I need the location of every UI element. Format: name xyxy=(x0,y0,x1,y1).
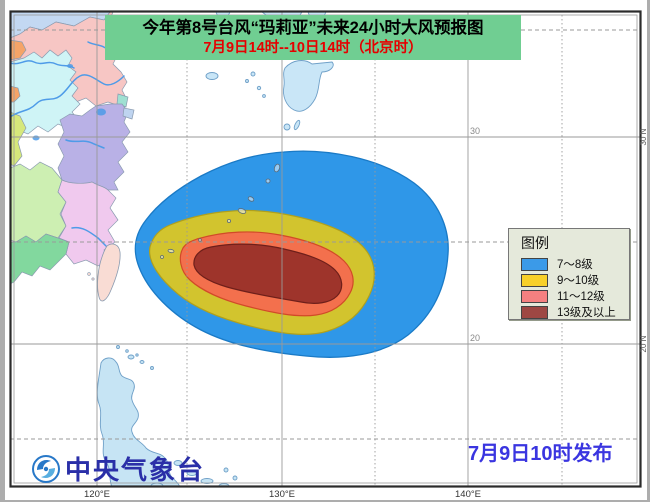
lon-label-130e: 130°E xyxy=(269,489,295,500)
lakes xyxy=(32,64,106,141)
page-edge-left xyxy=(0,0,5,502)
province-guangdong xyxy=(10,233,70,285)
lat-inline-labels: 30 20 xyxy=(470,126,480,343)
lat-right-labels: 30 N 20 N xyxy=(639,128,648,352)
map-subtitle: 7月9日14时--10日14时（北京时） xyxy=(203,40,423,56)
bay-patch xyxy=(122,107,135,120)
ryukyu-islands xyxy=(160,163,281,259)
lat-label-20: 20 xyxy=(470,333,480,343)
legend-item-13-plus: 13级及以上 xyxy=(521,304,629,320)
legend-swatch-7-8 xyxy=(521,257,548,271)
map-frame-outer xyxy=(9,10,642,488)
issue-time: 7月9日10时发布 xyxy=(468,443,613,465)
legend-item-9-10: 9～10级 xyxy=(521,272,629,288)
legend-label-11-12: 11～12级 xyxy=(557,291,605,303)
map-title-box: 今年第8号台风“玛莉亚”未来24小时大风预报图 7月9日14时--10日14时（… xyxy=(105,15,521,60)
penghu-islands xyxy=(87,272,95,281)
legend-title: 图例 xyxy=(521,235,549,251)
legend-box: 图例 7～8级 9～10级 11～12级 13级及以上 xyxy=(508,228,630,320)
legend-item-7-8: 7～8级 xyxy=(521,256,629,272)
page-edge-bottom xyxy=(0,500,650,502)
wind-area-13-plus xyxy=(193,243,343,304)
legend-item-11-12: 11～12级 xyxy=(521,288,629,304)
taiwan-island xyxy=(97,243,121,302)
province-anhui xyxy=(10,49,81,135)
philippines-land xyxy=(96,345,238,487)
kyushu-island xyxy=(283,60,334,112)
legend-label-7-8: 7～8级 xyxy=(557,259,593,271)
lat-right-20n: 20 N xyxy=(639,335,648,352)
legend-swatch-9-10 xyxy=(521,273,548,287)
rivers xyxy=(10,41,125,247)
wind-areas xyxy=(134,150,449,358)
map-title: 今年第8号台风“玛莉亚”未来24小时大风预报图 xyxy=(142,19,484,37)
lat-right-30n: 30 N xyxy=(639,128,648,145)
lon-axis-labels: 120°E 130°E 140°E xyxy=(84,489,481,500)
agency-footer: 中央气象台 xyxy=(31,450,205,487)
legend-label-13-plus: 13级及以上 xyxy=(557,307,616,319)
jeju-island xyxy=(205,72,219,80)
lat-label-30: 30 xyxy=(470,126,480,136)
legend-swatch-13-plus xyxy=(521,305,548,319)
agency-name: 中央气象台 xyxy=(65,455,206,485)
legend-swatch-11-12 xyxy=(521,289,548,303)
lon-label-140e: 140°E xyxy=(455,489,481,500)
luzon-island xyxy=(96,357,181,487)
cma-logo-icon xyxy=(32,454,60,483)
china-provinces xyxy=(10,11,135,285)
page-edge-right xyxy=(647,0,650,502)
legend-label-9-10: 9～10级 xyxy=(557,275,600,287)
province-zhejiang xyxy=(57,103,131,191)
province-henan-b xyxy=(10,85,21,103)
lon-label-120e: 120°E xyxy=(84,489,110,500)
